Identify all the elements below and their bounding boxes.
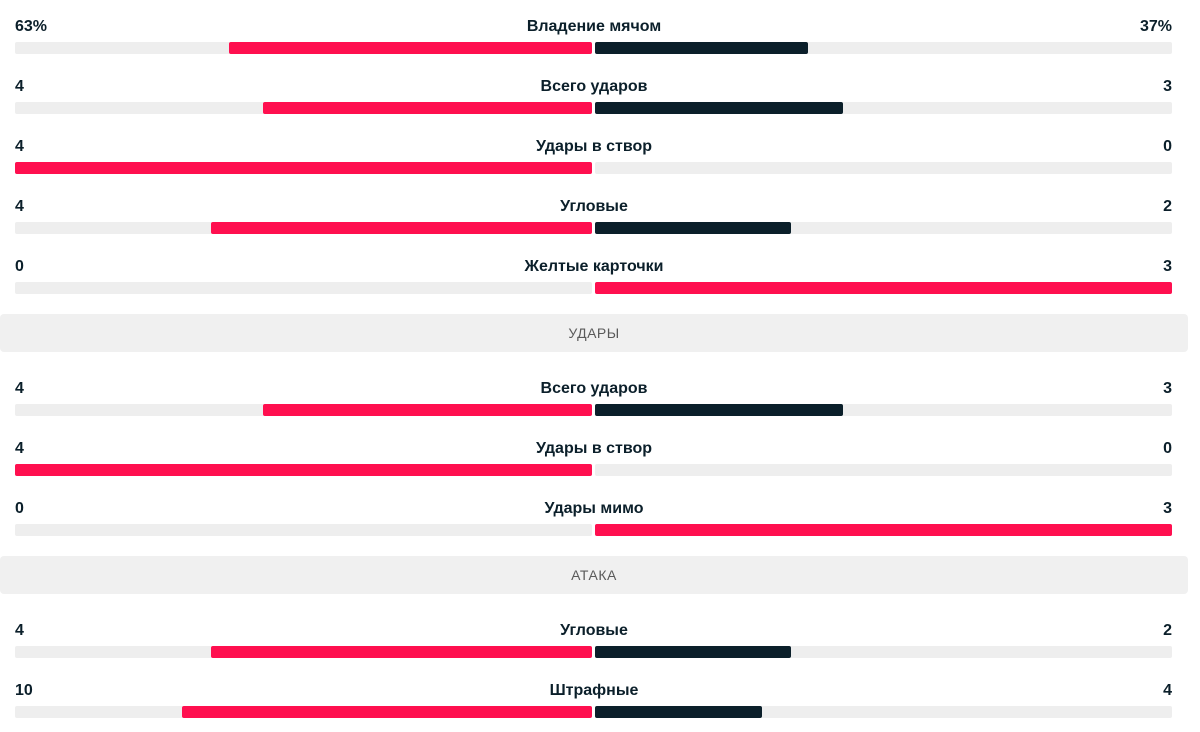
stat-label: Всего ударов bbox=[540, 78, 648, 95]
away-bar-track bbox=[595, 464, 1172, 476]
stat-row: 4 Угловые 2 bbox=[0, 180, 1200, 240]
home-value: 4 bbox=[15, 380, 24, 397]
away-bar-track bbox=[595, 282, 1172, 294]
away-bar-track bbox=[595, 706, 1172, 718]
home-bar-track bbox=[15, 102, 592, 114]
away-bar-fill bbox=[595, 282, 1172, 294]
stat-label: Всего ударов bbox=[540, 380, 648, 397]
away-bar-fill bbox=[595, 404, 844, 416]
home-bar-fill bbox=[263, 404, 592, 416]
away-bar-fill bbox=[595, 706, 763, 718]
stat-label: Удары в створ bbox=[535, 440, 653, 457]
away-bar-track bbox=[595, 222, 1172, 234]
away-value: 0 bbox=[1163, 440, 1172, 457]
away-bar-track bbox=[595, 404, 1172, 416]
home-value: 4 bbox=[15, 622, 24, 639]
home-bar-track bbox=[15, 162, 592, 174]
home-bar-fill bbox=[15, 464, 592, 476]
away-value: 2 bbox=[1163, 622, 1172, 639]
home-value: 4 bbox=[15, 138, 24, 155]
away-bar-track bbox=[595, 524, 1172, 536]
stat-row: 4 Удары в створ 0 bbox=[0, 422, 1200, 482]
stat-row: 4 Угловые 2 bbox=[0, 604, 1200, 664]
away-bar-fill bbox=[595, 646, 792, 658]
home-bar-track bbox=[15, 282, 592, 294]
away-bar-fill bbox=[595, 42, 809, 54]
home-bar-track bbox=[15, 222, 592, 234]
home-bar-track bbox=[15, 524, 592, 536]
stat-label: Удары мимо bbox=[544, 500, 644, 517]
home-bar-track bbox=[15, 404, 592, 416]
home-bar-fill bbox=[211, 222, 592, 234]
home-value: 0 bbox=[15, 500, 24, 517]
home-bar-track bbox=[15, 42, 592, 54]
stat-row: 10 Штрафные 4 bbox=[0, 664, 1200, 724]
home-bar-fill bbox=[263, 102, 592, 114]
stat-label: Угловые bbox=[560, 622, 628, 639]
stat-label: Угловые bbox=[560, 198, 628, 215]
away-bar-track bbox=[595, 102, 1172, 114]
stat-row: 63% Владение мячом 37% bbox=[0, 0, 1200, 60]
section-header: АТАКА bbox=[0, 556, 1188, 594]
home-bar-fill bbox=[15, 162, 592, 174]
home-bar-fill bbox=[211, 646, 592, 658]
away-bar-fill bbox=[595, 524, 1172, 536]
home-bar-track bbox=[15, 464, 592, 476]
home-value: 63% bbox=[15, 18, 48, 35]
away-value: 3 bbox=[1163, 380, 1172, 397]
stat-row: 4 Удары в створ 0 bbox=[0, 120, 1200, 180]
away-value: 0 bbox=[1163, 138, 1172, 155]
stat-row: 4 Всего ударов 3 bbox=[0, 60, 1200, 120]
home-value: 10 bbox=[15, 682, 33, 699]
stat-label: Штрафные bbox=[549, 682, 639, 699]
stat-row: 4 Всего ударов 3 bbox=[0, 362, 1200, 422]
stat-label: Владение мячом bbox=[526, 18, 662, 35]
away-value: 3 bbox=[1163, 78, 1172, 95]
away-bar-fill bbox=[595, 222, 792, 234]
section-title: АТАКА bbox=[571, 567, 617, 583]
section-header: УДАРЫ bbox=[0, 314, 1188, 352]
away-bar-fill bbox=[595, 102, 844, 114]
away-value: 4 bbox=[1163, 682, 1172, 699]
away-value: 2 bbox=[1163, 198, 1172, 215]
away-value: 3 bbox=[1163, 258, 1172, 275]
home-bar-track bbox=[15, 706, 592, 718]
away-bar-track bbox=[595, 162, 1172, 174]
stat-row: 0 Удары мимо 3 bbox=[0, 482, 1200, 542]
away-value: 3 bbox=[1163, 500, 1172, 517]
away-value: 37% bbox=[1139, 18, 1172, 35]
home-value: 0 bbox=[15, 258, 24, 275]
stat-label: Желтые карточки bbox=[524, 258, 664, 275]
away-bar-track bbox=[595, 646, 1172, 658]
home-bar-fill bbox=[182, 706, 592, 718]
stat-label: Удары в створ bbox=[535, 138, 653, 155]
section-title: УДАРЫ bbox=[568, 325, 620, 341]
stat-row: 0 Желтые карточки 3 bbox=[0, 240, 1200, 300]
away-bar-track bbox=[595, 42, 1172, 54]
home-value: 4 bbox=[15, 440, 24, 457]
home-bar-track bbox=[15, 646, 592, 658]
home-value: 4 bbox=[15, 78, 24, 95]
home-value: 4 bbox=[15, 198, 24, 215]
home-bar-fill bbox=[228, 42, 592, 54]
